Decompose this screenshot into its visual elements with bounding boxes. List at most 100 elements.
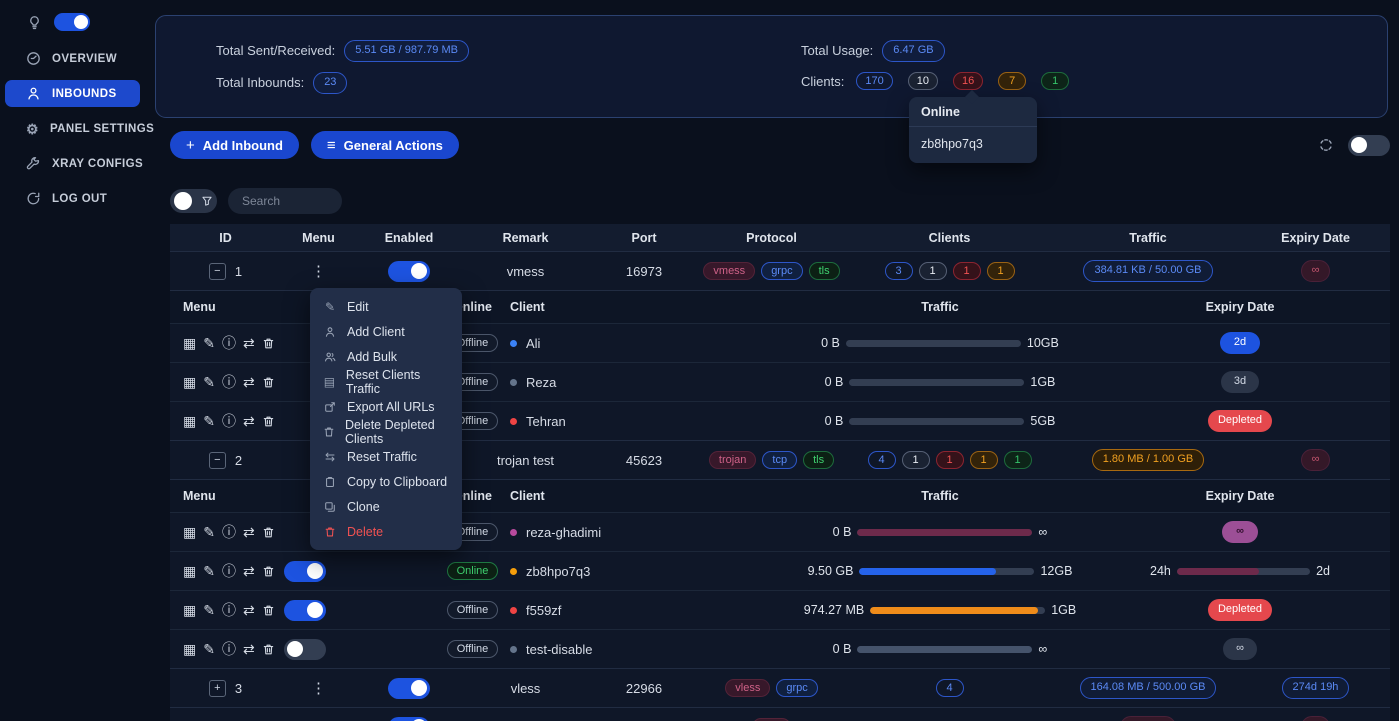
info-icon[interactable]: ⓘ [221, 413, 236, 429]
reset-traffic-icon[interactable]: ⇄ [242, 413, 255, 429]
trash-icon [323, 426, 335, 438]
total-inbounds-value: 23 [313, 72, 348, 94]
qr-code-icon[interactable]: ▦ [183, 563, 197, 579]
sidebar-item-panel-settings[interactable]: ⚙ PANEL SETTINGS [5, 115, 154, 142]
menu-item-reset-clients-traffic[interactable]: ▤ Reset Clients Traffic [310, 368, 462, 396]
col-header-enabled: Enabled [384, 230, 434, 245]
menu-item-clone[interactable]: Clone [310, 494, 462, 519]
enabled-toggle[interactable] [388, 677, 430, 699]
gauge-icon [26, 51, 41, 66]
inbound-remark: trojan test [496, 452, 555, 468]
client-color-dot [510, 606, 517, 614]
qr-code-icon[interactable]: ▦ [183, 641, 197, 657]
edit-icon[interactable]: ✎ [203, 413, 215, 429]
gear-icon: ⚙ [26, 120, 39, 137]
trash-icon[interactable] [262, 604, 275, 617]
client-count-badge: 1 [986, 262, 1015, 280]
sub-header-expiry: Expiry Date [1205, 300, 1275, 314]
menu-item-delete[interactable]: Delete [310, 519, 462, 544]
row-menu-icon[interactable]: ⋮ [311, 720, 326, 721]
theme-toggle[interactable] [54, 13, 90, 31]
status-badge: Online [446, 562, 499, 580]
menu-item-add-bulk[interactable]: Add Bulk [310, 344, 462, 369]
menu-item-label: Reset Traffic [347, 449, 417, 464]
trash-icon[interactable] [262, 565, 275, 578]
reset-traffic-icon[interactable]: ⇄ [242, 335, 255, 351]
info-icon[interactable]: ⓘ [221, 524, 236, 540]
edit-icon[interactable]: ✎ [203, 563, 215, 579]
sidebar-item-log-out[interactable]: LOG OUT [5, 185, 140, 212]
reset-traffic-icon[interactable]: ⇄ [242, 602, 255, 618]
info-icon[interactable]: ⓘ [221, 602, 236, 618]
sub-header-online: Online [453, 300, 492, 314]
search-bar [170, 188, 1399, 214]
trash-icon[interactable] [262, 376, 275, 389]
info-icon[interactable]: ⓘ [221, 374, 236, 390]
filter-toggle[interactable] [170, 189, 217, 213]
edit-icon[interactable]: ✎ [203, 524, 215, 540]
edit-icon[interactable]: ✎ [203, 374, 215, 390]
col-header-traffic: Traffic [1129, 230, 1167, 245]
sidebar-item-xray-configs[interactable]: XRAY CONFIGS [5, 150, 144, 177]
auto-refresh-toggle[interactable] [1348, 134, 1390, 156]
qr-code-icon[interactable]: ▦ [183, 524, 197, 540]
info-icon[interactable]: ⓘ [221, 641, 236, 657]
edit-icon[interactable]: ✎ [203, 602, 215, 618]
sidebar: OVERVIEW INBOUNDS ⚙ PANEL SETTINGS XRAY … [0, 0, 154, 721]
enabled-toggle[interactable] [388, 260, 430, 282]
menu-item-label: Edit [347, 299, 369, 314]
refresh-icon[interactable] [1318, 137, 1334, 153]
sub-header-online: Online [453, 489, 492, 503]
total-inbounds-label: Total Inbounds: [216, 75, 305, 91]
row-menu-icon[interactable]: ⋮ [311, 679, 326, 697]
expiry-pill: Depleted [1207, 599, 1273, 621]
trash-icon[interactable] [262, 337, 275, 350]
qr-code-icon[interactable]: ▦ [183, 335, 197, 351]
menu-item-reset-traffic[interactable]: ⇆ Reset Traffic [310, 444, 462, 469]
menu-item-label: Delete [347, 524, 384, 539]
enabled-toggle[interactable] [388, 716, 430, 721]
add-inbound-button[interactable]: + Add Inbound [170, 131, 299, 159]
client-row-test-disable: ▦ ✎ ⓘ ⇄ Offline test-disable 0 B [170, 629, 1390, 668]
expiry-pill: ∞ [1223, 638, 1257, 660]
reset-traffic-icon[interactable]: ⇄ [242, 524, 255, 540]
clients-online-badge[interactable]: 1 [1041, 72, 1070, 90]
reset-traffic-icon[interactable]: ⇄ [242, 563, 255, 579]
edit-icon[interactable]: ✎ [203, 641, 215, 657]
qr-code-icon[interactable]: ▦ [183, 413, 197, 429]
trash-icon[interactable] [262, 526, 275, 539]
menu-item-add-client[interactable]: Add Client [310, 319, 462, 344]
sidebar-item-label: XRAY CONFIGS [52, 157, 144, 170]
trash-icon[interactable] [262, 643, 275, 656]
expiry-pill: 274d 19h [1281, 677, 1350, 699]
collapse-icon[interactable]: − [208, 262, 226, 280]
client-enabled-toggle[interactable] [284, 599, 326, 621]
client-enabled-toggle[interactable] [284, 638, 326, 660]
info-icon[interactable]: ⓘ [221, 335, 236, 351]
client-color-dot [510, 339, 517, 347]
edit-icon[interactable]: ✎ [203, 335, 215, 351]
trash-icon[interactable] [262, 415, 275, 428]
general-actions-button[interactable]: ≡ General Actions [310, 131, 459, 159]
collapse-icon[interactable]: − [208, 451, 226, 469]
info-icon[interactable]: ⓘ [221, 563, 236, 579]
sidebar-item-overview[interactable]: OVERVIEW [5, 45, 140, 72]
search-input[interactable] [228, 188, 342, 214]
qr-code-icon[interactable]: ▦ [183, 374, 197, 390]
reset-traffic-icon[interactable]: ⇄ [242, 374, 255, 390]
menu-item-copy-to-clipboard[interactable]: Copy to Clipboard [310, 469, 462, 494]
reset-traffic-icon[interactable]: ⇄ [242, 641, 255, 657]
inbound-id: 4 [222, 720, 229, 721]
qr-code-icon[interactable]: ▦ [183, 602, 197, 618]
client-name: zb8hpo7q3 [526, 563, 591, 579]
client-enabled-toggle[interactable] [284, 560, 326, 582]
row-menu-icon[interactable]: ⋮ [311, 262, 326, 280]
status-badge: Offline [446, 640, 499, 658]
menu-item-delete-depleted-clients[interactable]: Delete Depleted Clients [310, 418, 462, 446]
menu-item-label: Add Client [347, 324, 405, 339]
menu-item-export-all-urls[interactable]: Export All URLs [310, 394, 462, 419]
sidebar-item-inbounds[interactable]: INBOUNDS [5, 80, 140, 107]
clients-total-badge: 170 [856, 72, 893, 90]
menu-item-edit[interactable]: ✎ Edit [310, 294, 462, 319]
expand-icon[interactable]: + [208, 679, 226, 697]
